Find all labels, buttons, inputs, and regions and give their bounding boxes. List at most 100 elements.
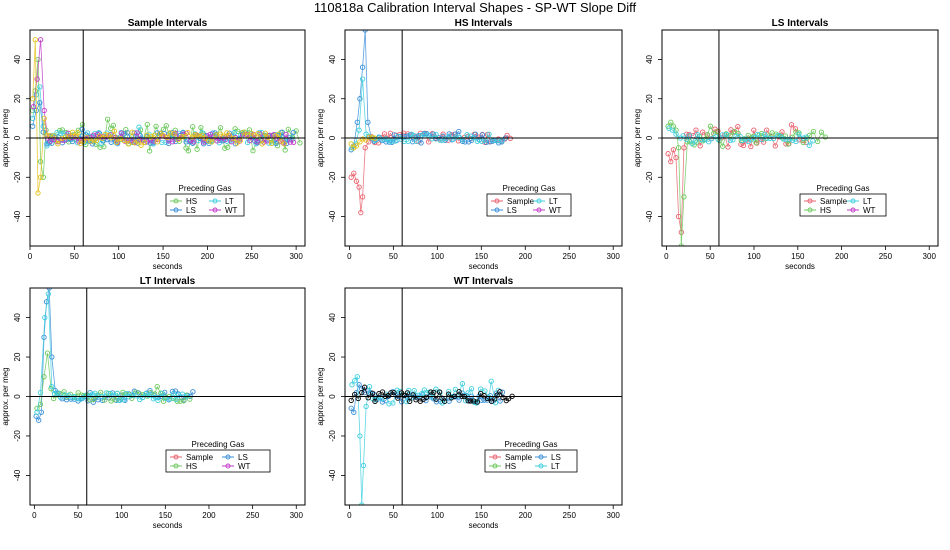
data-point [348, 141, 354, 147]
data-point [297, 140, 303, 146]
data-point [41, 115, 47, 122]
data-point [66, 134, 72, 140]
data-point [681, 145, 687, 151]
x-tick-label: 0 [664, 252, 669, 261]
x-tick-label: 200 [519, 252, 533, 261]
legend-swatch-point [807, 207, 813, 213]
data-point [423, 394, 430, 400]
x-tick-label: 200 [201, 252, 215, 261]
legend-box [799, 193, 887, 217]
data-point [369, 134, 376, 141]
plot-area [33, 288, 196, 423]
data-point [366, 134, 373, 140]
data-point [135, 139, 141, 145]
data-point [405, 138, 411, 144]
data-point [173, 396, 179, 402]
y-tick-label: -20 [645, 171, 654, 183]
data-point [361, 384, 368, 390]
data-point [441, 398, 448, 404]
data-point [398, 399, 405, 405]
y-tick-label: 0 [13, 135, 22, 140]
data-point [748, 143, 754, 150]
x-tick-label: 200 [519, 511, 533, 520]
data-point [153, 123, 159, 130]
data-point [133, 389, 139, 395]
data-point [431, 389, 437, 396]
chart-panel-5: WT Intervals 0 50 100 150 200 250 300 -40 -20 0 20 4… [316, 276, 623, 530]
data-point [810, 128, 817, 135]
data-point [185, 129, 191, 136]
data-point [35, 190, 41, 196]
data-point [678, 243, 684, 246]
data-point [372, 398, 378, 405]
y-tick-label: 20 [13, 94, 22, 103]
x-tick-label: 100 [431, 511, 445, 520]
data-point [684, 139, 691, 145]
data-point [34, 76, 40, 82]
data-point [190, 389, 196, 395]
data-point [250, 147, 256, 154]
data-point [348, 397, 354, 404]
data-point [108, 125, 114, 132]
data-point [141, 139, 148, 146]
data-point [792, 126, 799, 132]
data-point [222, 145, 228, 151]
data-point [700, 129, 706, 135]
data-point [134, 130, 140, 136]
data-point [379, 136, 385, 143]
x-axis-label: seconds [469, 521, 499, 530]
data-point [803, 134, 809, 140]
data-point [181, 398, 187, 404]
legend-swatch-point [538, 463, 544, 469]
legend-entry-label: WT [238, 462, 251, 471]
data-point [410, 392, 416, 398]
panel-title: WT Intervals [454, 276, 514, 287]
data-point [683, 136, 690, 143]
x-axis-label: seconds [785, 262, 815, 271]
y-tick-label: -20 [13, 171, 22, 183]
legend-entry-label: HS [186, 462, 197, 471]
data-point [285, 126, 291, 133]
data-point [404, 390, 411, 396]
legend-swatch-point [225, 454, 231, 460]
data-point [452, 386, 459, 393]
x-tick-label: 300 [290, 511, 304, 520]
data-point [55, 141, 61, 147]
data-point [763, 127, 770, 133]
legend-box [486, 193, 572, 217]
data-point [175, 136, 181, 143]
series-line-own [350, 386, 513, 403]
data-point [125, 141, 131, 147]
data-point [62, 392, 68, 398]
data-point [287, 139, 294, 145]
data-point [83, 132, 89, 138]
legend-title: Preceding Gas [179, 184, 232, 193]
data-point [497, 389, 503, 395]
data-point [197, 133, 203, 140]
data-point [497, 398, 503, 404]
y-axis-label: approx. per meg [1, 367, 10, 425]
panel-title: Sample Intervals [128, 18, 208, 29]
chart-panel-2: HS Intervals 0 50 100 150 200 250 300 -40 -20 0 20 4… [316, 18, 623, 271]
legend-entry-label: LS [238, 453, 248, 462]
data-point [669, 127, 676, 133]
data-point [770, 135, 777, 142]
data-point [359, 76, 366, 82]
data-point [460, 136, 466, 143]
data-point [446, 388, 452, 395]
x-tick-label: 0 [347, 252, 352, 261]
series-line-ls [35, 288, 194, 422]
x-axis-label: seconds [469, 262, 499, 271]
data-point [761, 131, 768, 137]
data-point [32, 37, 38, 43]
data-point [177, 398, 183, 404]
legend-swatch-point [850, 198, 856, 204]
data-point [772, 143, 778, 149]
data-point [783, 136, 789, 143]
data-point [418, 140, 424, 146]
data-point [69, 129, 76, 135]
data-point [398, 390, 405, 396]
y-axis-label: approx. per meg [633, 109, 642, 167]
data-point [395, 133, 401, 140]
